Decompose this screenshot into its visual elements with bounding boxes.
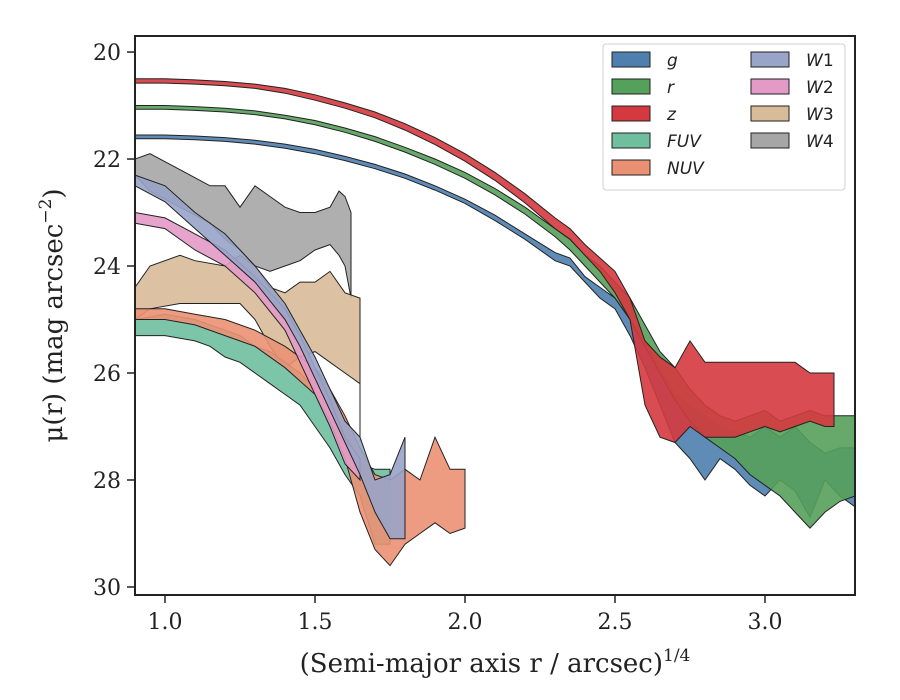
legend-swatch-w4 — [750, 132, 790, 149]
legend-swatch-w3 — [750, 105, 790, 122]
legend-swatch-r — [611, 78, 651, 95]
band-r — [135, 105, 855, 529]
legend-swatch-w2 — [750, 78, 790, 95]
x-tick-label: 3.0 — [748, 610, 783, 635]
plot-frame — [134, 35, 856, 596]
legend-swatch-w1 — [750, 51, 790, 68]
y-tick-label: 30 — [93, 576, 121, 601]
y-axis: 20 22 24 26 28 30 — [93, 41, 135, 601]
x-tick-label: 2.5 — [598, 610, 633, 635]
legend-swatch-z — [611, 105, 651, 122]
y-tick-label: 26 — [93, 362, 121, 387]
legend-label-z: z — [666, 105, 677, 125]
legend-label-nuv: NUV — [667, 159, 705, 179]
y-axis-label: μ(r) (mag arcsec−2) — [36, 188, 69, 442]
legend-label-w4: W4 — [806, 132, 834, 152]
y-tick-label: 24 — [93, 255, 121, 280]
x-axis-label: (Semi-major axis r / arcsec)1/4 — [300, 646, 691, 679]
y-tick-label: 20 — [93, 41, 121, 66]
legend-label-r: r — [667, 78, 675, 98]
legend-label-w3: W3 — [806, 105, 834, 125]
legend-label-fuv: FUV — [667, 132, 702, 152]
y-tick-label: 22 — [93, 148, 121, 173]
legend-swatch-fuv — [611, 132, 651, 149]
x-tick-label: 1.0 — [148, 610, 183, 635]
legend-swatch-g — [611, 51, 651, 68]
band-w1 — [135, 174, 406, 540]
legend-label-w1: W1 — [806, 51, 834, 71]
y-tick-label: 28 — [93, 469, 121, 494]
band-z — [135, 78, 835, 444]
x-axis: 1.0 1.5 2.0 2.5 3.0 — [148, 595, 783, 635]
x-tick-label: 1.5 — [298, 610, 333, 635]
x-tick-label: 2.0 — [448, 610, 483, 635]
legend-swatch-nuv — [611, 159, 651, 176]
bands-layer — [135, 78, 855, 567]
legend-label-g: g — [667, 51, 678, 71]
legend: grz FUV NUV W1 W2 W3 W4 — [602, 43, 846, 191]
legend-label-w2: W2 — [806, 78, 834, 98]
